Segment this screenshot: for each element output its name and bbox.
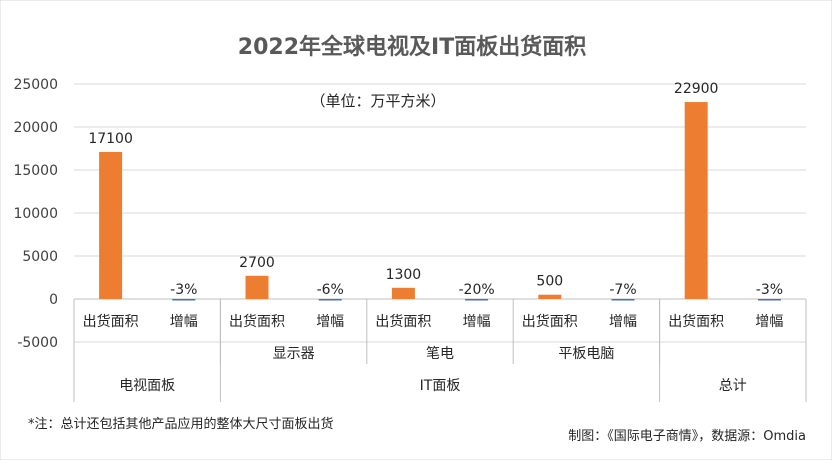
data-labels: 17100 -3% 2700 -6% 1300 -20% 500 -7% 22900 -3% — [88, 81, 783, 298]
data-label: 17100 — [88, 131, 133, 147]
y-tick-label: 20000 — [13, 120, 58, 136]
bars — [99, 102, 781, 301]
bar-area — [538, 294, 562, 299]
group-label: 总计 — [719, 378, 747, 394]
data-label: 22900 — [674, 81, 719, 97]
y-tick-label: 25000 — [13, 77, 58, 93]
bar-area — [245, 275, 269, 299]
category-label: 增幅 — [755, 314, 783, 330]
source-credit: 制图：《国际电子商情》，数据源：Omdia — [568, 429, 806, 444]
data-label: 500 — [536, 274, 563, 290]
bar-area — [391, 287, 415, 299]
y-tick-label: 15000 — [13, 163, 58, 179]
bar-growth — [611, 299, 635, 301]
y-tick-label: -5000 — [17, 335, 58, 351]
data-label: -3% — [756, 282, 783, 298]
footnote: *注：总计还包括其他产品应用的整体大尺寸面板出货 — [28, 416, 334, 432]
y-tick-label: 0 — [49, 292, 58, 308]
bar-area — [684, 102, 708, 299]
category-label: 增幅 — [170, 314, 198, 330]
bar-growth — [172, 299, 196, 301]
category-label: 出货面积 — [83, 313, 139, 330]
group-label: IT面板 — [420, 378, 461, 394]
bar-area — [99, 151, 123, 299]
bar-growth — [318, 299, 342, 301]
group-label: 电视面板 — [119, 378, 175, 394]
y-tick-label: 5000 — [22, 249, 58, 265]
category-label: 增幅 — [316, 314, 344, 330]
data-label: 2700 — [239, 255, 275, 271]
y-axis-ticks: -5000 0 5000 10000 15000 20000 25000 — [13, 77, 58, 351]
data-label: 1300 — [386, 267, 422, 283]
y-tick-label: 10000 — [13, 206, 58, 222]
subgroup-label: 平板电脑 — [558, 346, 614, 362]
gridlines — [74, 83, 806, 343]
chart-title: 2022年全球电视及IT面板出货面积 — [238, 34, 586, 60]
category-label: 出货面积 — [668, 313, 724, 330]
category-label: 出货面积 — [375, 313, 431, 330]
data-label: -20% — [459, 282, 495, 298]
subgroup-label: 显示器 — [273, 346, 315, 362]
data-label: -6% — [317, 282, 344, 298]
data-label: -7% — [609, 282, 636, 298]
subgroup-label: 笔电 — [426, 346, 454, 362]
bar-growth — [465, 299, 489, 301]
bar-growth — [757, 299, 781, 301]
chart-subtitle: （单位：万平方米） — [310, 92, 445, 110]
category-label: 增幅 — [609, 314, 637, 330]
category-label: 增幅 — [463, 314, 491, 330]
category-label: 出货面积 — [229, 313, 285, 330]
data-label: -3% — [170, 282, 197, 298]
category-label: 出货面积 — [522, 313, 578, 330]
